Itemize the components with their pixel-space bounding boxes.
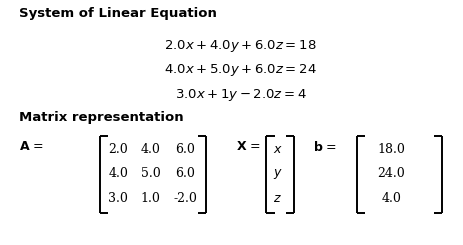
Text: 4.0: 4.0 (141, 143, 160, 156)
Text: 4.0: 4.0 (108, 167, 128, 181)
Text: $y$: $y$ (273, 167, 283, 181)
Text: System of Linear Equation: System of Linear Equation (19, 7, 216, 20)
Text: $x$: $x$ (273, 143, 283, 156)
Text: $\mathbf{A}$ =: $\mathbf{A}$ = (19, 140, 44, 154)
Text: 6.0: 6.0 (175, 167, 195, 181)
Text: 24.0: 24.0 (377, 167, 405, 181)
Text: 4.0: 4.0 (382, 192, 401, 205)
Text: $\mathbf{X}$ =: $\mathbf{X}$ = (236, 140, 261, 154)
Text: $z$: $z$ (273, 192, 282, 205)
Text: $3.0x + 1y - 2.0z = 4$: $3.0x + 1y - 2.0z = 4$ (175, 87, 307, 103)
Text: 3.0: 3.0 (108, 192, 128, 205)
Text: -2.0: -2.0 (173, 192, 197, 205)
Text: 5.0: 5.0 (141, 167, 160, 181)
Text: 2.0: 2.0 (108, 143, 128, 156)
Text: 1.0: 1.0 (141, 192, 160, 205)
Text: 18.0: 18.0 (377, 143, 405, 156)
Text: $\mathbf{b}$ =: $\mathbf{b}$ = (313, 140, 337, 154)
Text: Matrix representation: Matrix representation (19, 111, 183, 124)
Text: $2.0x + 4.0y + 6.0z = 18$: $2.0x + 4.0y + 6.0z = 18$ (164, 38, 317, 54)
Text: $4.0x + 5.0y + 6.0z = 24$: $4.0x + 5.0y + 6.0z = 24$ (164, 62, 317, 78)
Text: 6.0: 6.0 (175, 143, 195, 156)
